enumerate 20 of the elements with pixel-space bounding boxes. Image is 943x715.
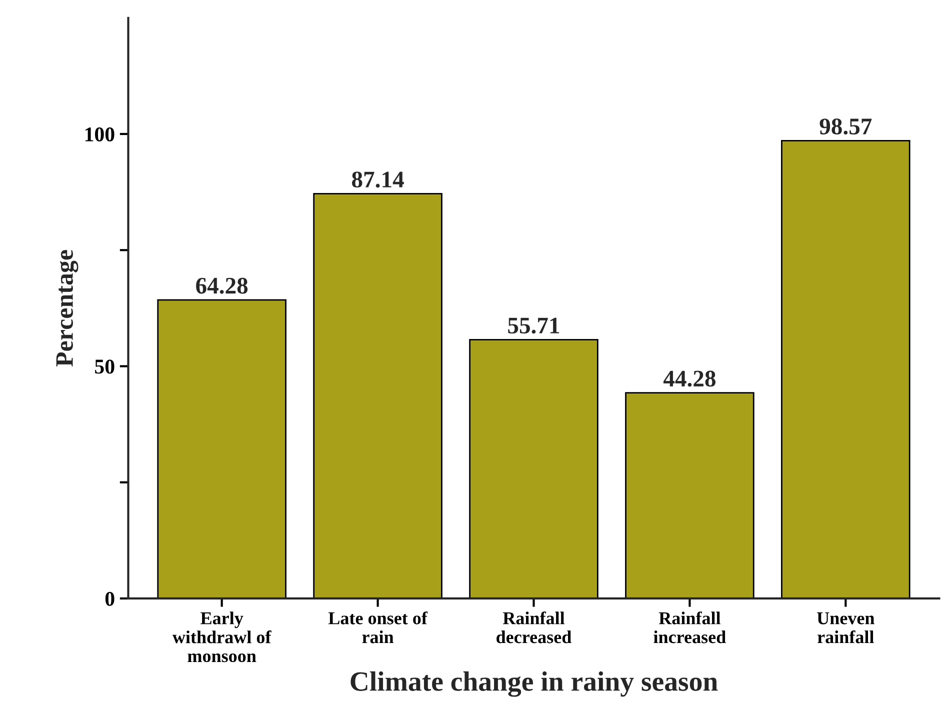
bar	[625, 392, 754, 598]
bar	[313, 193, 442, 598]
x-axis-title: Climate change in rainy season	[350, 671, 718, 697]
bar	[469, 339, 598, 598]
data-label: 64.28	[196, 278, 248, 294]
y-tick-label: 0	[105, 592, 114, 606]
x-tick-label: Early withdrawl of monsoon	[172, 612, 272, 662]
y-tick-label: 50	[95, 360, 114, 374]
y-axis-title: Percentage	[56, 250, 78, 367]
x-tick-label: Rainfall decreased	[496, 611, 572, 644]
data-label: 55.71	[508, 318, 560, 334]
data-label: 98.57	[820, 118, 872, 135]
bar	[157, 299, 286, 598]
bar	[781, 140, 910, 598]
x-tick-label: Late onset of rain	[328, 611, 428, 644]
y-tick-label: 100	[85, 127, 114, 142]
data-label: 44.28	[663, 370, 716, 387]
data-label: 87.14	[352, 172, 404, 188]
x-tick-label: Rainfall increased	[654, 611, 726, 644]
x-tick-label: Uneven rainfall	[817, 612, 874, 644]
